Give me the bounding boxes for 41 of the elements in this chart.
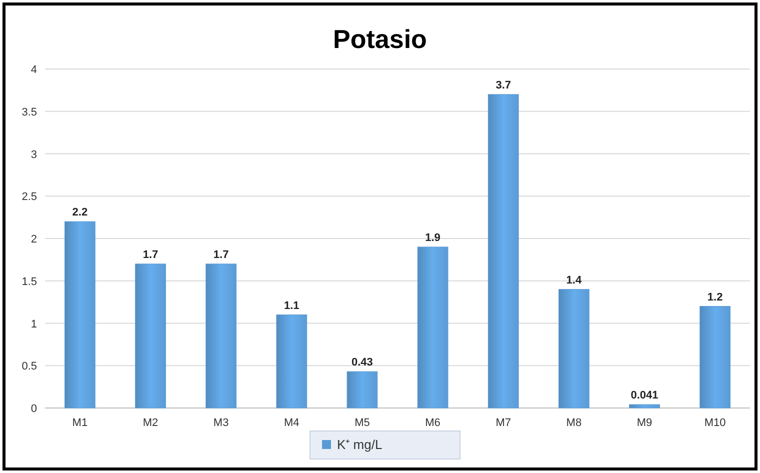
bar: [700, 306, 730, 408]
bar: [64, 221, 96, 408]
x-tick-label: M2: [142, 417, 158, 429]
data-label: 3.7: [496, 79, 512, 92]
x-tick-label: M3: [213, 417, 229, 429]
data-label: 0.43: [352, 356, 373, 369]
chart-title: Potasio: [333, 24, 427, 54]
data-label: 1.7: [213, 248, 229, 261]
y-tick-label: 2: [30, 234, 37, 246]
y-tick-label: 3: [30, 148, 37, 161]
x-tick-label: M10: [704, 417, 726, 429]
data-label: 1.2: [707, 291, 723, 304]
bar: [629, 404, 660, 408]
y-tick-label: 1: [30, 318, 37, 330]
bar: [135, 264, 166, 408]
x-tick-label: M9: [636, 417, 652, 429]
data-label: 1.9: [425, 232, 440, 244]
data-label: 1.1: [284, 300, 300, 312]
y-tick-label: 0: [30, 403, 37, 415]
x-tick-label: M8: [566, 417, 582, 429]
legend-label: K⁺ mg/L: [337, 437, 382, 452]
bar: [417, 246, 448, 408]
data-label: 1.7: [142, 248, 158, 261]
bar: [346, 371, 378, 408]
data-label: 1.4: [566, 274, 582, 286]
x-tick-label: M1: [72, 417, 88, 429]
y-tick-label: 1.5: [22, 276, 37, 288]
x-tick-label: M5: [354, 417, 370, 429]
y-tick-label: 4: [30, 64, 37, 76]
x-tick-label: M6: [425, 417, 440, 429]
data-label: 2.2: [72, 206, 88, 219]
x-tick-label: M7: [496, 417, 511, 429]
y-tick-label: 2.5: [22, 191, 37, 204]
x-tick-label: M4: [284, 417, 300, 429]
data-label: 0.041: [630, 390, 658, 402]
bar: [488, 94, 519, 408]
y-tick-label: 3.5: [22, 106, 37, 118]
bar: [558, 289, 590, 408]
bar: [206, 264, 236, 408]
bar: [276, 314, 308, 408]
y-tick-label: 0.5: [22, 360, 37, 373]
